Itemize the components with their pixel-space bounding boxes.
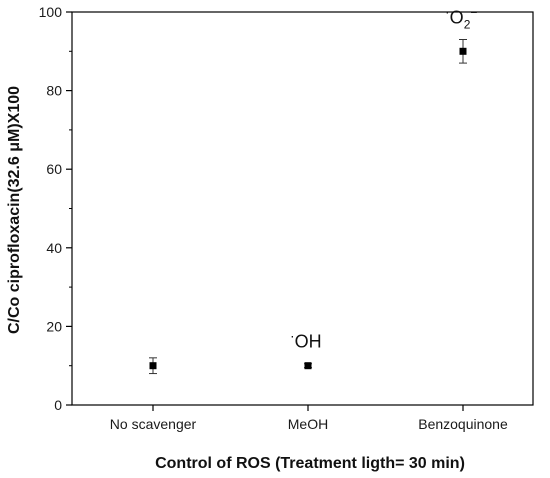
species-name: OH [295,332,322,352]
x-axis-title: Control of ROS (Treatment ligth= 30 min) [155,455,465,472]
data-point [304,362,312,370]
species-subscript: 2 [464,18,471,32]
x-tick-label: Benzoquinone [418,416,508,432]
radical-dot: · [290,328,295,344]
data-points [149,39,467,375]
y-tick-label: 100 [39,4,63,20]
species-name: O [450,8,464,28]
annotation-label: ·O2− [445,4,477,32]
radical-dot: · [445,4,450,20]
y-tick-label: 80 [46,83,62,99]
x-axis: No scavenger MeOH Benzoquinone [110,405,508,432]
y-tick-label: 0 [54,397,62,413]
x-tick-label: MeOH [288,416,328,432]
y-tick-label: 20 [46,318,62,334]
data-point [149,362,157,370]
data-point [459,47,467,55]
species-superscript: − [470,6,477,20]
annotations: ·OH·O2− [290,4,477,352]
x-tick-label: No scavenger [110,416,197,432]
annotation-label: ·OH [290,328,322,352]
y-tick-label: 40 [46,240,62,256]
y-tick-label: 60 [46,161,62,177]
y-axis: 0 20 40 60 80 100 [39,4,72,413]
y-axis-title: C/Co ciprofloxacin(32.6 μM)X100 [6,86,23,334]
